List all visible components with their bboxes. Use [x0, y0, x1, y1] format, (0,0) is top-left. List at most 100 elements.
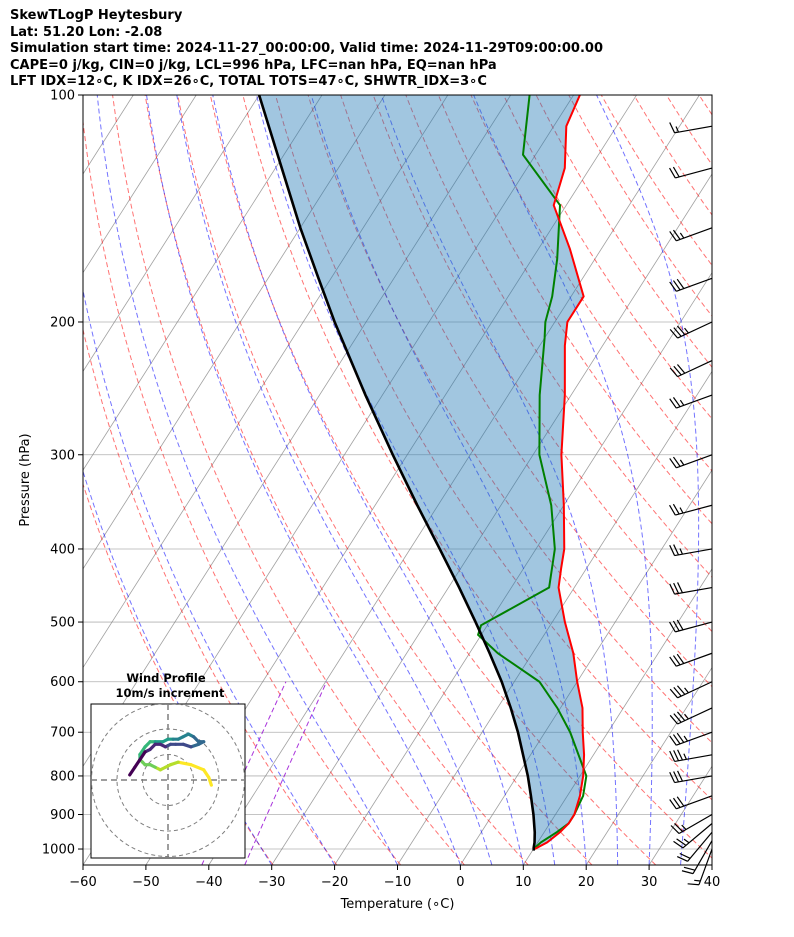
wind-barb: [669, 166, 713, 179]
wind-barb: [669, 277, 713, 292]
wind-barb: [669, 582, 713, 595]
moist-adiabat-line: [83, 469, 273, 865]
barb-flag: [672, 503, 680, 515]
isotherm-line: [0, 95, 70, 865]
x-axis-label: Temperature (∘C): [340, 897, 455, 912]
dry-adiabat-line: [698, 95, 712, 116]
hodograph-segment: [176, 760, 193, 767]
barb-staff: [674, 586, 713, 595]
barb-half-flag: [679, 548, 684, 555]
barb-flag: [669, 398, 677, 409]
x-tick-label: −10: [384, 875, 411, 890]
barb-flag: [672, 655, 681, 666]
barb-staff: [674, 548, 713, 557]
barb-staff: [675, 167, 713, 179]
barb-flag: [679, 852, 691, 859]
barb-flag: [676, 325, 686, 336]
plot-area: [0, 95, 712, 865]
y-tick-label: 400: [50, 542, 75, 557]
y-tick-label: 600: [50, 675, 75, 690]
wind-barb: [681, 840, 713, 875]
barb-flag: [677, 749, 683, 761]
barb-flag: [670, 825, 680, 834]
barb-staff: [676, 731, 713, 746]
barb-flag: [673, 750, 680, 761]
moist-adiabat-line: [380, 95, 619, 865]
dry-adiabat-line: [112, 95, 465, 865]
barb-flag: [673, 327, 682, 337]
x-tick-label: 30: [641, 875, 658, 890]
barb-flag: [669, 367, 679, 378]
y-tick-label: 200: [50, 315, 75, 330]
barb-flag: [673, 582, 680, 594]
barb-flag: [676, 856, 688, 862]
barb-staff: [675, 621, 713, 633]
wind-barb: [669, 619, 713, 633]
wind-barb: [669, 503, 713, 516]
barb-flag: [683, 866, 696, 871]
parcel-profile-line: [257, 95, 537, 851]
isotherm-line: [585, 666, 712, 865]
barb-flag: [669, 281, 677, 292]
x-tick-label: −50: [132, 875, 159, 890]
barb-staff: [676, 795, 713, 810]
y-axis-label: Pressure (hPa): [18, 433, 33, 526]
isotherm-line: [83, 95, 323, 471]
barb-flag: [669, 583, 676, 595]
barb-staff: [678, 814, 713, 835]
wind-barb: [676, 831, 713, 862]
dry-adiabat-line: [666, 95, 712, 166]
y-tick-label: 800: [50, 769, 75, 784]
barb-half-flag: [681, 824, 687, 830]
isotherm-line: [0, 95, 8, 865]
isotherm-line: [460, 469, 712, 865]
barb-half-flag: [683, 753, 687, 760]
barb-staff: [677, 321, 713, 339]
dry-adiabat-line: [405, 95, 712, 578]
wind-barb: [669, 394, 713, 409]
x-tick-label: 0: [456, 875, 464, 890]
barb-half-flag: [684, 713, 689, 720]
y-tick-label: 500: [50, 616, 75, 631]
barb-staff: [677, 360, 713, 378]
barb-staff: [677, 707, 713, 725]
wind-barb: [670, 814, 713, 835]
barb-flag: [669, 544, 676, 556]
hodograph-segment: [189, 763, 206, 772]
x-tick-label: 10: [515, 875, 532, 890]
barb-flag: [673, 687, 682, 697]
moist-adiabat-line: [176, 95, 493, 865]
barb-half-flag: [679, 232, 685, 239]
barb-flag: [672, 456, 681, 467]
barb-flag: [676, 364, 686, 374]
chart-title-block: SkewTLogP Heytesbury Lat: 51.20 Lon: -2.…: [10, 8, 603, 91]
wind-barb: [669, 360, 713, 378]
barb-flag: [669, 122, 676, 134]
barb-half-flag: [679, 459, 685, 466]
moist-adiabat-line: [146, 95, 461, 865]
wind-barb: [669, 770, 713, 784]
dry-adiabat-line: [83, 117, 402, 865]
y-tick-label: 300: [50, 448, 75, 463]
x-tick-label: −20: [321, 875, 348, 890]
hodograph-clip-group: [91, 704, 245, 858]
dry-adiabat-line: [144, 95, 529, 865]
isotherm-line: [334, 271, 712, 865]
barb-flag: [672, 620, 680, 632]
barb-flag: [669, 771, 676, 783]
barb-half-flag: [684, 327, 689, 334]
barb-staff: [698, 848, 713, 885]
temperature-line: [534, 95, 586, 850]
barb-staff: [677, 681, 713, 699]
barb-flag: [672, 280, 681, 291]
barb-staff: [676, 454, 713, 469]
wind-barb: [669, 454, 713, 469]
isotherm-line: [397, 370, 712, 865]
barb-flag: [673, 544, 680, 556]
barb-staff: [682, 823, 713, 849]
barb-staff: [674, 125, 713, 134]
barb-flag: [673, 713, 682, 723]
axes: −60 −50 −40 −30 −20 −10 0 10 20 30 40 1000 900 800 700…: [18, 89, 720, 913]
barb-flag: [681, 870, 694, 875]
